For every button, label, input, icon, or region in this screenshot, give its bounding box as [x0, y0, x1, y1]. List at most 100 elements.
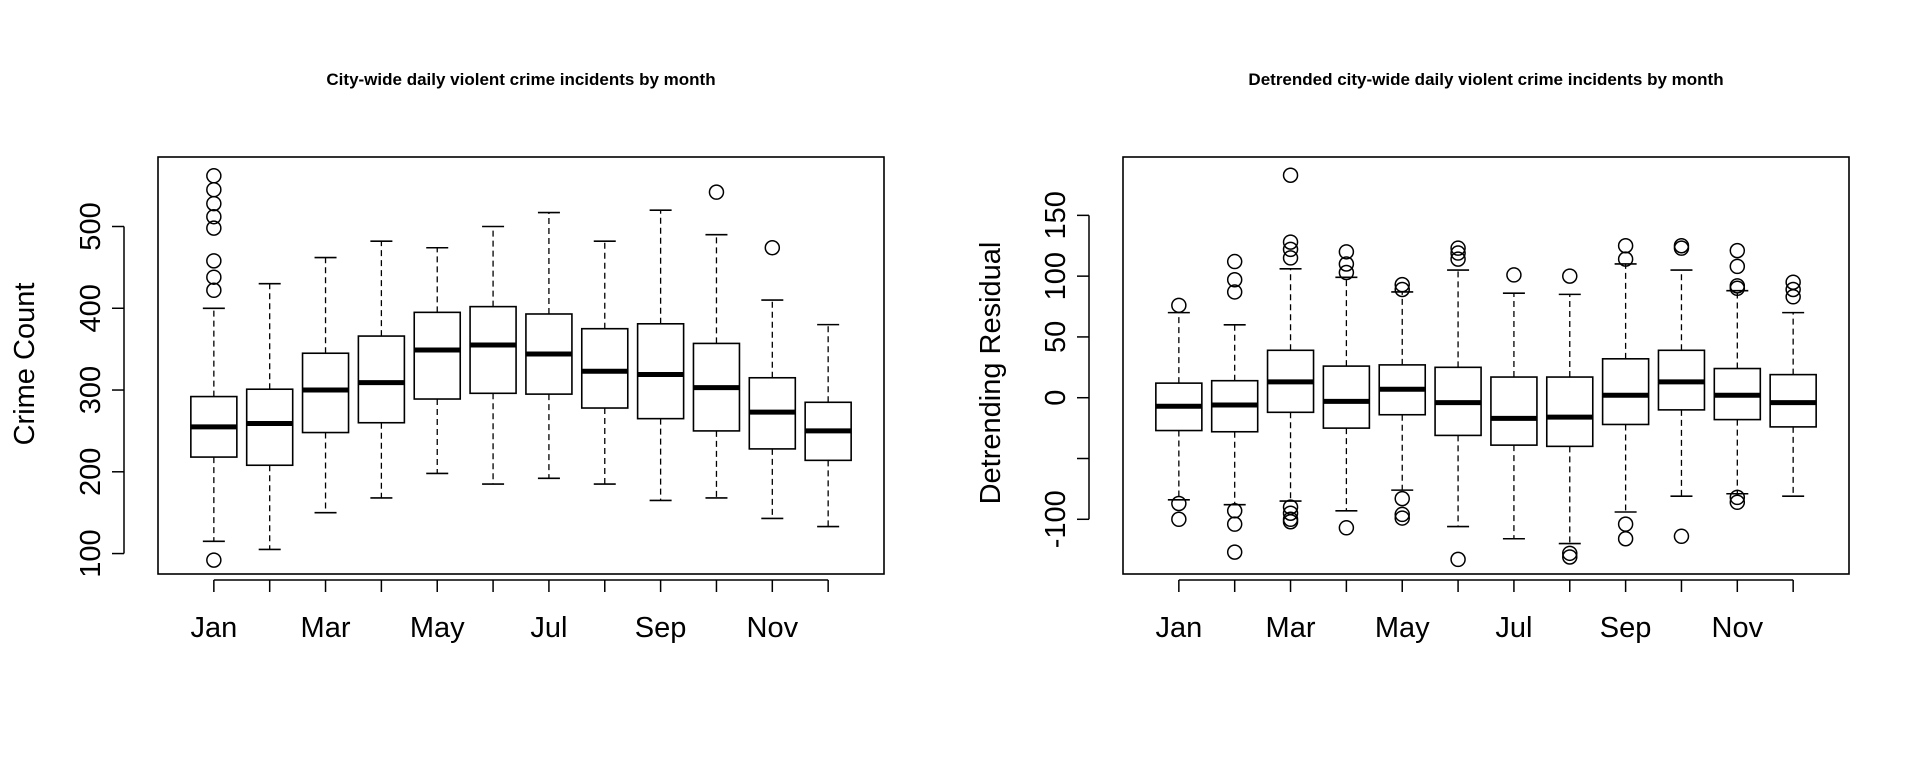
outlier-point — [1506, 267, 1522, 283]
x-tick-label: May — [1375, 612, 1430, 644]
y-axis-label: Detrending Residual — [975, 242, 1007, 505]
outlier-point — [1450, 240, 1466, 256]
outlier-point — [1226, 272, 1243, 288]
outlier-point — [1171, 297, 1187, 314]
outlier-point — [206, 253, 222, 269]
box-iqr — [357, 335, 406, 424]
outlier-point — [1282, 167, 1299, 183]
y-tick-label: 100 — [75, 529, 107, 577]
box-iqr — [413, 311, 462, 400]
outlier-point — [1394, 506, 1410, 523]
y-tick-label: 300 — [75, 366, 107, 414]
x-axis: Jan Mar May Jul Sep Nov — [190, 579, 829, 644]
box-iqr — [469, 305, 517, 395]
outlier-point — [1226, 544, 1243, 560]
box-iqr — [301, 352, 350, 434]
outlier-point — [1338, 256, 1355, 272]
box-iqr — [1545, 376, 1594, 448]
outlier-point — [1282, 241, 1299, 258]
outlier-point — [206, 168, 222, 184]
x-tick-label: Jul — [530, 612, 567, 644]
outlier-point — [1282, 250, 1299, 266]
outlier-point — [1729, 258, 1746, 275]
plot-area-frame — [1122, 156, 1850, 575]
box-iqr — [636, 322, 685, 420]
y-axis-label: Crime Count — [9, 283, 41, 446]
y-tick-label: 150 — [1040, 191, 1072, 239]
x-axis: Jan Mar May Jul Sep Nov — [1155, 579, 1794, 644]
outlier-point — [1617, 237, 1634, 254]
y-axis: 100 200 300 400 500 — [75, 202, 125, 578]
outlier-point — [1673, 528, 1690, 545]
outlier-point — [1450, 551, 1466, 568]
x-tick-label: Jan — [190, 612, 237, 644]
outlier-point — [1785, 281, 1801, 298]
box-iqr — [1322, 365, 1371, 429]
x-tick-label: Jan — [1155, 612, 1202, 644]
outlier-point — [206, 208, 222, 225]
outlier-point — [1562, 545, 1578, 562]
y-tick-label: 0 — [1040, 390, 1072, 406]
outlier-point — [1673, 237, 1690, 254]
y-tick-label: 500 — [75, 202, 107, 250]
box-marks — [190, 168, 852, 568]
chart-title: Detrended city-wide daily violent crime … — [1248, 70, 1723, 89]
outlier-point — [1171, 495, 1187, 512]
outlier-point — [206, 181, 222, 198]
y-tick-label: -100 — [1040, 490, 1072, 548]
detrended-residual-boxplot-panel: Detrended city-wide daily violent crime … — [975, 70, 1850, 644]
x-tick-label: May — [410, 612, 465, 644]
box-iqr — [1490, 376, 1538, 446]
box-iqr — [1601, 358, 1650, 426]
outlier-point — [1617, 516, 1634, 532]
x-tick-label: Nov — [1712, 612, 1764, 644]
outlier-point — [1282, 234, 1299, 250]
outlier-point — [1171, 511, 1187, 528]
outlier-point — [1338, 264, 1355, 281]
outlier-point — [1394, 510, 1410, 526]
box-marks — [1155, 167, 1817, 568]
x-tick-label: Jul — [1495, 612, 1532, 644]
plot-area-frame — [157, 156, 885, 575]
chart-title: City-wide daily violent crime incidents … — [326, 70, 715, 89]
outlier-point — [206, 195, 222, 212]
y-tick-label: 200 — [75, 448, 107, 496]
box-iqr — [580, 327, 629, 409]
outlier-point — [1562, 549, 1578, 565]
outlier-point — [1226, 516, 1243, 532]
y-axis: -100 0 50 100 150 — [1040, 191, 1090, 548]
outlier-point — [1450, 251, 1466, 267]
outlier-point — [1785, 274, 1801, 290]
outlier-point — [1729, 489, 1746, 506]
outlier-point — [708, 184, 725, 200]
outlier-point — [206, 282, 222, 299]
y-tick-label: 50 — [1040, 321, 1072, 353]
outlier-point — [1394, 281, 1410, 298]
outlier-point — [1729, 278, 1746, 294]
outlier-point — [1226, 503, 1243, 519]
outlier-point — [764, 240, 781, 256]
box-iqr — [245, 388, 294, 467]
x-tick-label: Mar — [301, 612, 351, 644]
outlier-point — [1617, 530, 1634, 547]
y-tick-label: 100 — [1040, 252, 1072, 300]
x-tick-label: Mar — [1266, 612, 1316, 644]
outlier-point — [1562, 268, 1578, 284]
outlier-point — [1729, 242, 1746, 259]
outlier-point — [1338, 520, 1355, 536]
outlier-point — [206, 552, 222, 568]
x-tick-label: Nov — [747, 612, 799, 644]
outlier-point — [1394, 490, 1410, 507]
outlier-point — [206, 269, 222, 285]
outlier-point — [1394, 276, 1410, 293]
x-tick-label: Sep — [1600, 612, 1652, 644]
outlier-point — [1282, 513, 1299, 530]
outlier-point — [1450, 245, 1466, 261]
x-tick-label: Sep — [635, 612, 687, 644]
outlier-point — [1729, 494, 1746, 511]
y-tick-label: 400 — [75, 284, 107, 332]
outlier-point — [1338, 244, 1355, 260]
outlier-point — [206, 220, 222, 236]
outlier-point — [1282, 505, 1299, 521]
